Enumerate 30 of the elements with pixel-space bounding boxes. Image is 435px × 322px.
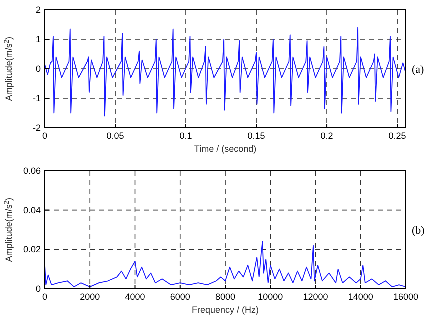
y-tick-label: 1: [36, 34, 41, 44]
y-tick-label: -2: [32, 123, 41, 133]
x-tick-label: 10000: [258, 292, 284, 302]
x-tick-label: 0: [42, 131, 48, 141]
y-tick-label: 0.02: [23, 244, 41, 255]
x-tick-label: 0.1: [180, 131, 192, 141]
x-axis-title: Time / (second): [194, 144, 257, 154]
x-tick-label: 8000: [215, 292, 236, 302]
text: (b): [412, 225, 426, 237]
x-axis-title: Frequency / (Hz): [192, 305, 260, 315]
y-tick-label: 0: [36, 64, 41, 74]
text: (a): [412, 64, 425, 76]
x-tick-label: 0.2: [320, 131, 334, 141]
x-tick-label: 0: [42, 292, 48, 302]
x-tick-label: 0.25: [388, 131, 406, 141]
line-series: [44, 27, 406, 117]
y-tick-label: -1: [32, 94, 41, 104]
x-tick-label: 6000: [170, 292, 190, 302]
x-tick-label: 4000: [125, 292, 146, 302]
line-series: [44, 241, 406, 288]
y-tick-label: 0: [36, 284, 41, 294]
x-tick-label: 2000: [80, 292, 100, 302]
x-tick-label: 16000: [393, 292, 419, 302]
x-tick-label: 14000: [348, 292, 374, 302]
y-tick-label: 2: [36, 5, 41, 15]
x-tick-label: 0.15: [248, 131, 266, 141]
y-tick-label: 0.04: [23, 205, 41, 216]
y-tick-label: 0.06: [23, 166, 41, 176]
x-tick-label: 0.05: [106, 131, 124, 141]
x-tick-label: 12000: [303, 292, 328, 302]
